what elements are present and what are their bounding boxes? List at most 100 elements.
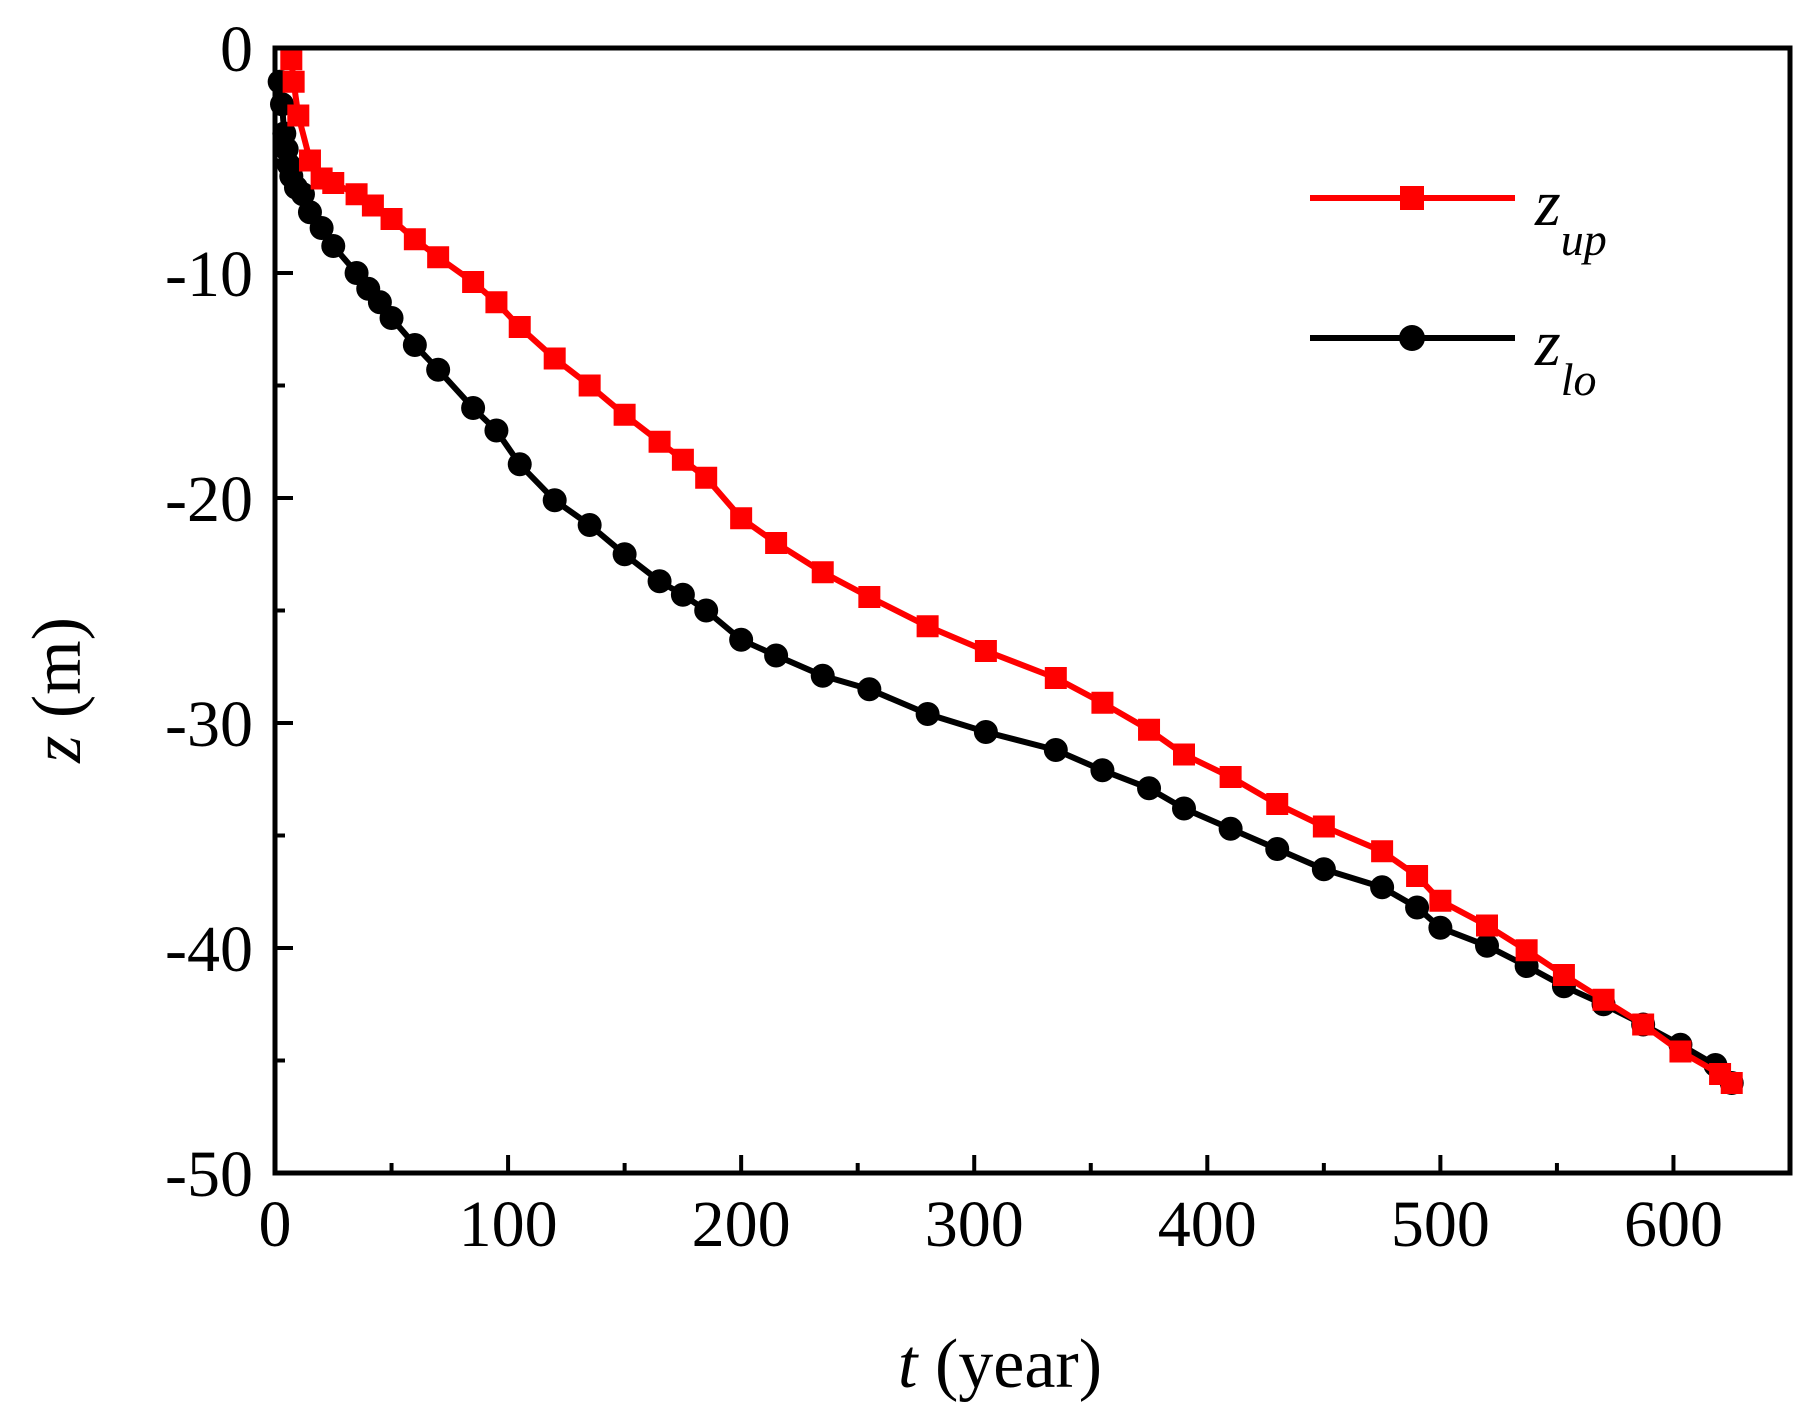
data-point-z-up [1720,1072,1743,1094]
y-tick-label: -20 [165,463,253,536]
data-point-z-lo [461,396,486,420]
legend-sub-z-up: up [1561,214,1607,265]
data-point-z-up [280,48,303,71]
tick-labels-layer: 0 100 200 300 400 500 600 0 -10 -20 -30 -40 -50 [165,13,1723,1261]
y-axis-unit: (m) [19,617,96,736]
data-point-z-lo [729,627,754,652]
legend-main-z-up: z [1534,167,1561,240]
data-point-z-up [695,466,718,489]
data-point-z-up [613,403,636,426]
series-line-z-lo [276,81,1734,1086]
x-tick-label: 300 [925,1188,1024,1261]
data-point-z-lo [1405,895,1430,920]
y-tick-label: -40 [165,913,253,986]
legend-label-z-lo: zlo [1534,307,1596,405]
data-point-z-lo [1137,776,1162,801]
legend-sub-z-lo: lo [1561,354,1597,405]
data-point-z-up [380,208,403,230]
legend-main-z-lo: z [1534,307,1561,380]
data-point-z-up [1632,1013,1655,1036]
legend: zup zlo [1310,167,1607,405]
series-layer [267,48,1744,1095]
data-point-z-up [1476,914,1498,937]
data-point-z-up [648,430,671,453]
data-point-z-up [1173,743,1195,766]
legend-swatch-marker-z-lo [1399,325,1425,351]
data-point-z-up [1592,988,1615,1011]
x-tick-label: 500 [1391,1188,1490,1261]
data-point-z-lo [1043,738,1068,762]
y-tick-label: -30 [165,688,253,761]
x-axis-unit: (year) [917,1326,1102,1403]
data-point-z-lo [542,488,567,513]
series-z-up [280,48,1743,1094]
data-point-z-up [1429,889,1452,912]
data-point-z-up [543,347,566,370]
data-point-z-lo [426,357,451,382]
data-point-z-up [671,448,694,471]
data-point-z-lo [670,582,695,607]
data-point-z-lo [1090,758,1115,783]
data-point-z-up [578,374,601,397]
data-point-z-lo [1370,875,1395,900]
data-point-z-up [811,561,834,584]
y-tick-label: -10 [165,238,253,311]
data-point-z-up [916,615,939,638]
data-point-z-up [1138,718,1161,741]
data-point-z-lo [915,702,940,726]
legend-item-z-lo: zlo [1310,307,1596,405]
data-point-z-up [1312,815,1335,838]
y-axis-var: z [19,736,96,764]
data-point-z-up [427,246,450,269]
data-point-z-lo [379,306,404,330]
data-point-z-up [508,316,531,338]
data-point-z-up [1515,939,1538,962]
data-point-z-up [1219,766,1242,788]
y-tick-label: 0 [220,13,253,86]
data-point-z-up [1371,840,1394,863]
data-point-z-lo [694,598,719,623]
data-point-z-lo [484,418,509,443]
legend-label-z-up: zup [1534,167,1607,265]
data-point-z-up [858,586,881,608]
data-point-z-lo [857,677,882,702]
data-point-z-lo [1428,915,1453,940]
x-tick-label: 600 [1624,1188,1723,1261]
legend-item-z-up: zup [1310,167,1607,265]
data-point-z-lo [402,333,427,357]
data-point-z-lo [647,569,672,594]
x-axis-var: t [898,1326,919,1403]
ticks-layer [273,46,1676,1175]
data-point-z-up [1266,793,1289,815]
data-point-z-lo [1475,933,1499,958]
legend-swatch-marker-z-up [1400,186,1424,210]
data-point-z-lo [1218,816,1243,841]
data-point-z-lo [321,234,346,258]
y-tick-label: -50 [165,1138,253,1211]
data-point-z-up [361,194,384,217]
data-point-z-lo [577,513,602,537]
data-point-z-up [1669,1040,1692,1063]
x-axis-label: t (year) [898,1326,1102,1403]
data-point-z-up [298,149,321,172]
x-tick-label: 0 [259,1188,292,1261]
data-point-z-lo [612,542,637,567]
data-point-z-lo [973,720,998,744]
y-axis-label: z (m) [19,617,96,764]
data-point-z-lo [309,216,334,240]
data-point-z-lo [290,182,315,207]
data-point-z-up [1406,865,1429,887]
data-point-z-up [403,228,426,251]
data-point-z-up [485,291,508,314]
data-point-z-up [730,507,753,530]
data-point-z-lo [810,663,835,688]
data-point-z-up [287,104,310,127]
data-point-z-up [1552,964,1575,986]
x-tick-label: 100 [459,1188,558,1261]
data-point-z-lo [1265,837,1290,861]
data-point-z-up [322,172,345,194]
data-point-z-up [1091,691,1114,714]
x-tick-label: 400 [1158,1188,1257,1261]
